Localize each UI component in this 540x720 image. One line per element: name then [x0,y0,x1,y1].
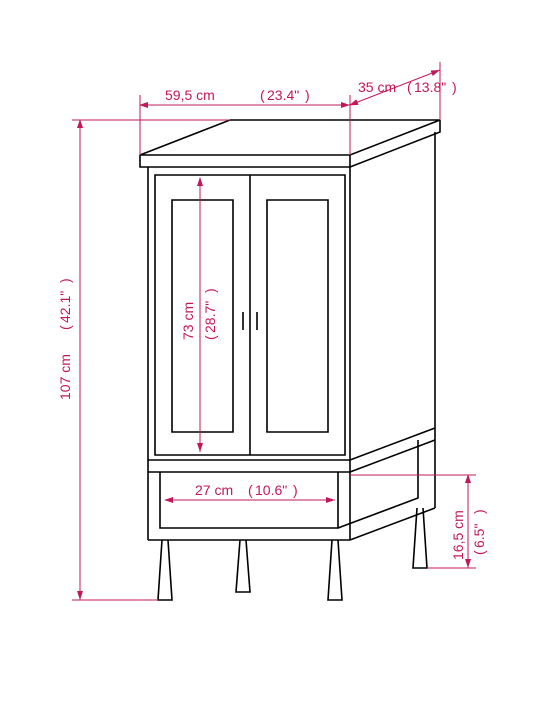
dim-depth-cm: 35 cm [358,79,396,95]
open-paren-w: ( [260,87,265,103]
dimension-labels: 59,5 cm ( 23.4" ) 35 cm ( 13.8" ) 107 cm… [57,79,487,560]
dim-height-cm: 107 cm [57,354,73,400]
dim-door-cm: 73 cm [180,302,196,340]
close-paren-h: ) [57,278,73,283]
dim-leg-in: 6.5" [471,524,487,548]
open-paren-d: ( [407,79,412,95]
dim-depth-in: 13.8" [414,79,446,95]
close-paren-w: ) [305,87,310,103]
dim-height-in: 42.1" [57,291,73,323]
open-paren-lh: ( [471,550,487,555]
dimension-drawing: 59,5 cm ( 23.4" ) 35 cm ( 13.8" ) 107 cm… [0,0,540,720]
open-paren-dh: ( [202,335,218,340]
close-paren-d: ) [452,79,457,95]
dim-width-cm: 59,5 cm [165,87,215,103]
close-paren-ow: ) [293,482,298,498]
dim-open-in: 10.6" [255,482,287,498]
cabinet-outline [140,120,440,600]
dim-door-in: 28.7" [202,301,218,333]
dim-width-in: 23.4" [267,87,299,103]
open-paren-h: ( [57,325,73,330]
close-paren-lh: ) [471,509,487,514]
close-paren-dh: ) [202,288,218,293]
dimensions-group [72,62,476,600]
open-paren-ow: ( [248,482,253,498]
dim-leg-cm: 16,5 cm [450,510,466,560]
dim-open-cm: 27 cm [195,482,233,498]
